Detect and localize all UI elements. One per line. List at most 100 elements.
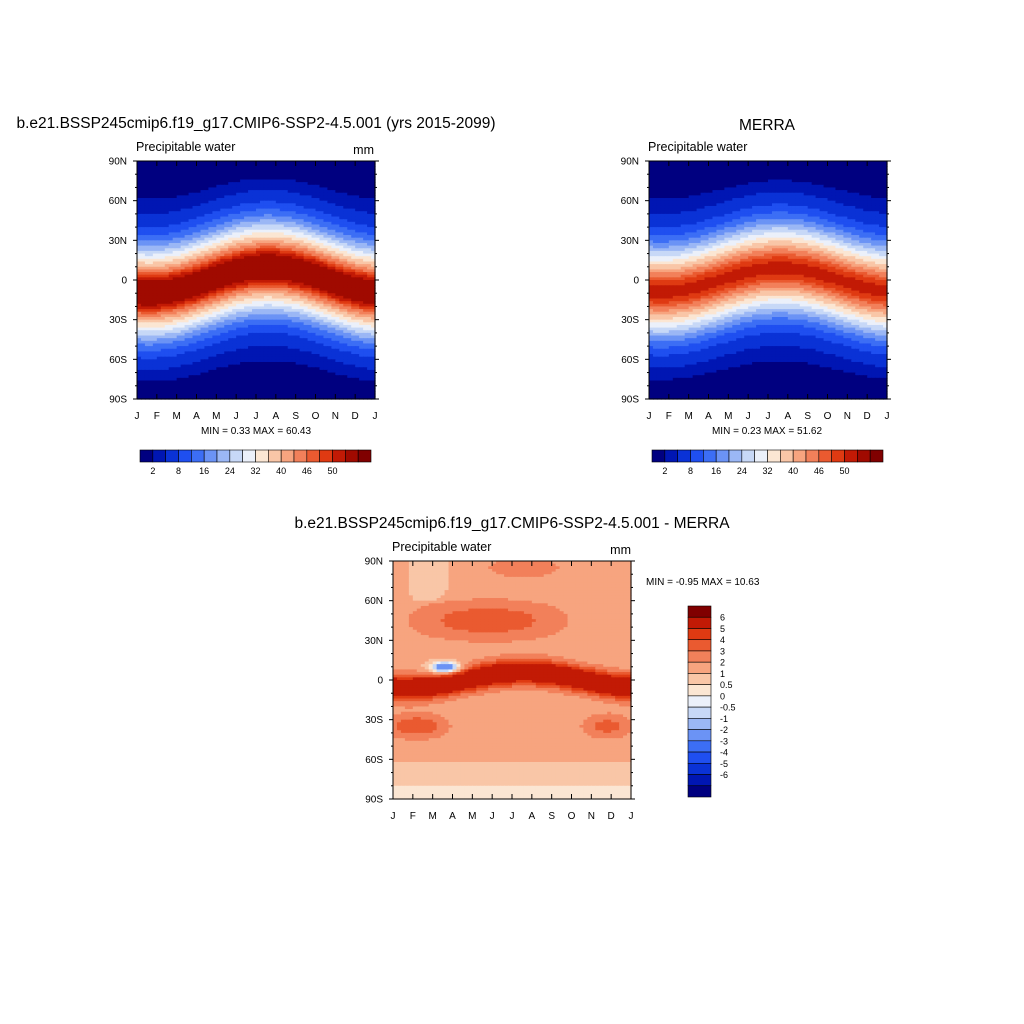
colorbar-swatch (178, 449, 192, 463)
x-tick-label: A (784, 411, 791, 422)
x-tick-label: J (647, 411, 652, 422)
y-tick-label: 30S (621, 315, 639, 326)
colorbar-swatch (242, 449, 256, 463)
x-tick-label: J (510, 811, 515, 822)
x-tick-label: J (234, 411, 239, 422)
colorbar-swatch (687, 762, 712, 775)
y-tick-label: 60S (109, 355, 127, 366)
panel-diff-stats: MIN = -0.95 MAX = 10.63 (646, 577, 760, 588)
x-tick-label: O (824, 411, 832, 422)
colorbar-swatch (687, 639, 712, 652)
x-tick-label: F (410, 811, 416, 822)
colorbar-label: 4 (720, 635, 725, 645)
colorbar-swatch (345, 449, 359, 463)
y-tick-label: 90N (365, 557, 383, 568)
colorbar-label: 46 (814, 466, 824, 476)
colorbar-label: 32 (762, 466, 772, 476)
colorbar-swatch (687, 740, 712, 753)
colorbar-swatch (687, 751, 712, 764)
colorbar-swatch (767, 449, 781, 463)
colorbar-label: -6 (720, 770, 728, 780)
colorbar-label: 40 (276, 466, 286, 476)
panel-model-colorbar: 2 8 16 24 32 40 46 50 (139, 449, 372, 476)
x-tick-label: A (193, 411, 200, 422)
colorbar-label: -0.5 (720, 703, 736, 713)
colorbar-swatch (280, 449, 295, 463)
contour-fill (649, 161, 888, 400)
colorbar-label: 50 (839, 466, 849, 476)
panel-merra-plot-area: J F M A M J J A S O N D J 90N 60N 30N 0 30S 60S 90S (621, 157, 891, 422)
colorbar-swatch (357, 449, 372, 463)
colorbar-swatch (792, 449, 807, 463)
colorbar-swatch (651, 449, 666, 463)
colorbar-label: -5 (720, 759, 728, 769)
colorbar-label: 8 (688, 466, 693, 476)
panel-merra-colorbar: 2 8 16 24 32 40 46 50 (651, 449, 884, 476)
panel-model-plot-area: J F M A M J J A S O N D J 90N 60N 30N 0 30S 60S 90S (109, 157, 379, 422)
colorbar-swatch (857, 449, 871, 463)
colorbar-swatch (690, 449, 704, 463)
y-tick-label: 60N (365, 596, 383, 607)
colorbar-swatch (293, 449, 308, 463)
colorbar-label: 5 (720, 624, 725, 634)
colorbar-label: -3 (720, 736, 728, 746)
colorbar-swatch (216, 449, 231, 463)
panel-model-units: mm (353, 143, 374, 157)
panel-diff-title: b.e21.BSSP245cmip6.f19_g17.CMIP6-SSP2-4.… (294, 515, 730, 532)
colorbar-swatch (687, 673, 712, 685)
panel-merra-title: MERRA (739, 117, 796, 134)
x-tick-label: F (154, 411, 160, 422)
x-tick-label: J (629, 811, 634, 822)
y-tick-label: 60S (621, 355, 639, 366)
x-tick-label: J (490, 811, 495, 822)
colorbar-swatch (754, 449, 768, 463)
y-tick-label: 60N (109, 196, 127, 207)
y-tick-label: 90N (109, 157, 127, 168)
colorbar-swatch (687, 785, 712, 798)
colorbar-swatch (687, 774, 712, 787)
colorbar-label: 46 (302, 466, 312, 476)
colorbar-swatch (229, 449, 243, 463)
colorbar-label: 0 (720, 691, 725, 701)
colorbar-swatch (687, 684, 712, 697)
x-tick-label: S (804, 411, 811, 422)
y-tick-label: 30N (365, 636, 383, 647)
y-tick-label: 0 (633, 276, 639, 287)
colorbar-swatch (255, 449, 269, 463)
y-tick-label: 90S (365, 795, 383, 806)
x-tick-label: M (684, 411, 692, 422)
y-tick-label: 0 (377, 676, 383, 687)
colorbar-swatch (687, 661, 712, 674)
colorbar-label: 3 (720, 646, 725, 656)
colorbar-swatch (687, 729, 712, 742)
colorbar-label: 0.5 (720, 680, 733, 690)
colorbar-label: 8 (176, 466, 181, 476)
panel-model: b.e21.BSSP245cmip6.f19_g17.CMIP6-SSP2-4.… (16, 115, 495, 476)
colorbar-swatch (268, 449, 282, 463)
colorbar-swatch (191, 449, 205, 463)
colorbar-swatch (687, 616, 712, 629)
panel-merra-stats: MIN = 0.23 MAX = 51.62 (712, 426, 822, 437)
contour-fill (393, 561, 632, 800)
x-tick-label: D (864, 411, 871, 422)
colorbar-label: 40 (788, 466, 798, 476)
y-tick-label: 30S (365, 715, 383, 726)
colorbar-swatch (319, 449, 333, 463)
colorbar-swatch (869, 449, 884, 463)
panel-diff-units: mm (610, 543, 631, 557)
colorbar-label: 1 (720, 669, 725, 679)
x-tick-label: A (449, 811, 456, 822)
x-tick-label: S (292, 411, 299, 422)
panel-diff: b.e21.BSSP245cmip6.f19_g17.CMIP6-SSP2-4.… (294, 515, 759, 822)
panel-merra: MERRA Precipitable water J F M A M J J A S O N D J 90… (621, 117, 891, 476)
x-tick-label: M (724, 411, 732, 422)
colorbar-label: 16 (199, 466, 209, 476)
colorbar-label: 24 (737, 466, 747, 476)
x-tick-label: M (172, 411, 180, 422)
colorbar-label: 2 (662, 466, 667, 476)
x-tick-label: A (272, 411, 279, 422)
colorbar-swatch (687, 650, 712, 663)
colorbar-swatch (805, 449, 820, 463)
